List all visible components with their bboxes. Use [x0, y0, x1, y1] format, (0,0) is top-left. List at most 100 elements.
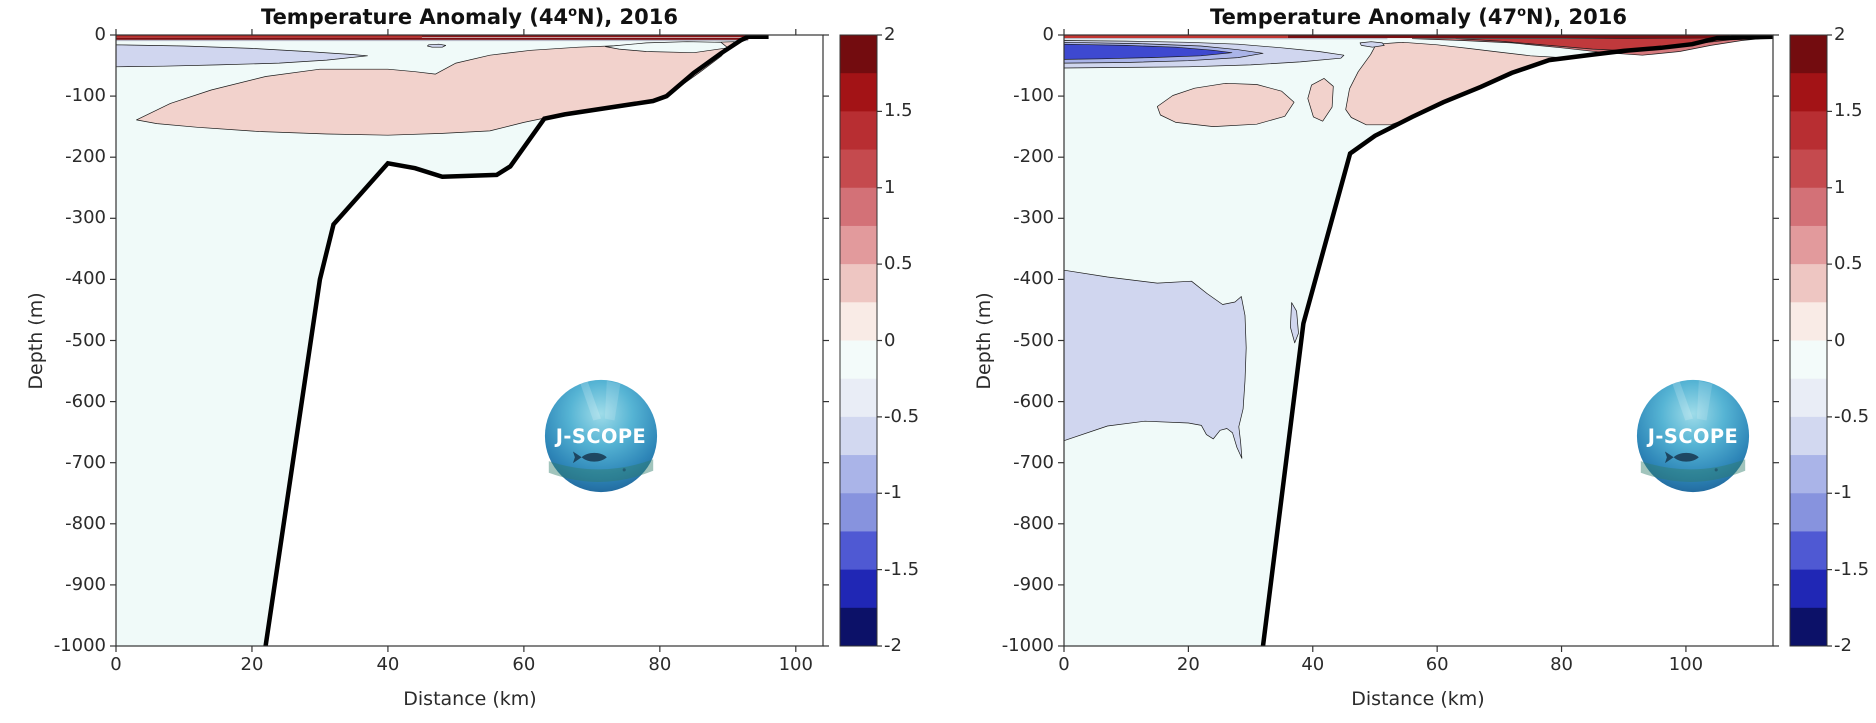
colorbar-tick-label: -2 [884, 635, 902, 656]
colorbar-segment [840, 455, 877, 494]
x-tick-label: 40 [376, 654, 400, 675]
colorbar-segment [1790, 73, 1827, 112]
jscope-logo: J-SCOPE [1635, 378, 1751, 494]
x-tick-label: 60 [1425, 654, 1449, 675]
fish-icon [572, 451, 607, 464]
degree-superscript: o [1517, 5, 1527, 20]
title-text: Temperature Anomaly (44 [261, 5, 569, 29]
title-text: N), 2016 [1526, 5, 1627, 29]
y-tick-label: -400 [65, 268, 106, 290]
colorbar-44n [839, 34, 882, 647]
contour-region-lavender-wedge [115, 44, 368, 68]
x-tick-label: 20 [1176, 654, 1200, 675]
x-tick-label: 80 [1550, 654, 1573, 675]
colorbar-segment [840, 493, 877, 532]
y-tick-label: -400 [1013, 268, 1054, 290]
x-tick-label: 40 [1301, 654, 1325, 675]
logo-circle [1636, 379, 1750, 493]
contour-svg [1058, 29, 1779, 652]
colorbar-segment [840, 340, 877, 380]
plot-title-44n: Temperature Anomaly (44oN), 2016 [146, 5, 793, 29]
x-tick-label: 60 [512, 654, 536, 675]
y-tick-label: -800 [65, 512, 106, 534]
x-tick-label: 80 [648, 654, 672, 675]
colorbar-segment [1790, 340, 1827, 380]
colorbar-tick-label: 0 [884, 329, 896, 351]
x-tick-label: 100 [778, 654, 813, 675]
degree-superscript: o [568, 5, 578, 20]
y-tick-label: 0 [1042, 24, 1054, 45]
colorbar-segment [1790, 35, 1827, 74]
y-tick-label: -900 [1013, 573, 1054, 595]
colorbar-segment [1790, 569, 1827, 609]
colorbar-segment [840, 111, 877, 151]
colorbar-segment [840, 531, 877, 571]
colorbar-tick-label: -0.5 [884, 405, 920, 427]
colorbar-tick-label: 0.5 [1834, 253, 1863, 275]
y-tick-label: 0 [94, 24, 106, 45]
surface-band [116, 35, 749, 38]
x-tick-label: 100 [1668, 654, 1704, 675]
colorbar-segment [1790, 378, 1827, 418]
x-axis-label-47n: Distance (km) [1351, 688, 1485, 710]
bubble-dot [1714, 468, 1718, 472]
colorbar-tick-label: 0.5 [884, 253, 913, 275]
colorbar-tick-label: 1 [1834, 176, 1846, 198]
colorbar-segment [1790, 111, 1827, 151]
colorbar-tick-label: -2 [1834, 635, 1852, 656]
title-text: Temperature Anomaly (47 [1210, 5, 1518, 29]
colorbar-tick-label: 1.5 [884, 100, 913, 122]
bubble-dot [622, 468, 626, 472]
water-background [116, 35, 769, 646]
colorbar-segment [840, 149, 877, 189]
light-ray [604, 380, 621, 421]
y-tick-label: -500 [1013, 329, 1054, 351]
colorbar-segment [1790, 531, 1827, 571]
colorbar-segment [840, 302, 877, 341]
y-tick-label: -500 [65, 329, 106, 351]
contour-region-deep-lavender-blob [1063, 269, 1247, 459]
surface-band [116, 39, 749, 42]
colorbar-segment [840, 416, 877, 456]
colorbar-segment [1790, 302, 1827, 341]
colorbar-tick-label: -1 [1834, 482, 1852, 504]
title-text: N), 2016 [577, 5, 678, 29]
y-tick-label: -700 [65, 451, 106, 473]
logo-text: J-SCOPE [554, 425, 647, 448]
y-tick-label: -300 [1013, 207, 1054, 229]
contour-region-pink-blob-left [1156, 82, 1295, 127]
surface-band [1064, 38, 1388, 40]
y-tick-label: -100 [1013, 85, 1054, 107]
colorbar-segment [1790, 455, 1827, 494]
colorbar-segment [1790, 493, 1827, 532]
colorbar-tick-label: 1.5 [1834, 100, 1863, 122]
contour-svg [110, 29, 829, 652]
surface-band [1064, 35, 1288, 39]
water-background [1064, 35, 1773, 646]
y-tick-label: -1000 [1001, 635, 1054, 656]
colorbar-tick-label: 0 [1834, 329, 1846, 351]
colorbar-segment [1790, 149, 1827, 189]
y-tick-label: -600 [1013, 390, 1054, 412]
contour-plot-44n [110, 29, 829, 652]
surface-band [1287, 35, 1730, 39]
surface-band [116, 35, 422, 38]
colorbar-segment [1790, 187, 1827, 227]
colorbar-segment [840, 264, 877, 303]
contour-region-blue-oval [1359, 41, 1385, 48]
colorbar-segment [840, 35, 877, 74]
y-tick-label: -100 [65, 85, 106, 107]
y-tick-label: -1000 [53, 635, 106, 656]
colorbar-47n [1789, 34, 1832, 647]
colorbar-svg [839, 34, 882, 647]
colorbar-segment [1790, 264, 1827, 303]
seafloor-shade [1640, 459, 1746, 482]
colorbar-segment [840, 378, 877, 418]
colorbar-tick-label: 1 [884, 176, 896, 198]
contour-region-pink-blob-mid [1307, 78, 1334, 122]
logo-text: J-SCOPE [1646, 425, 1739, 448]
y-tick-label: -200 [65, 146, 106, 168]
bathymetry-line [263, 34, 769, 647]
y-tick-label: -600 [65, 390, 106, 412]
